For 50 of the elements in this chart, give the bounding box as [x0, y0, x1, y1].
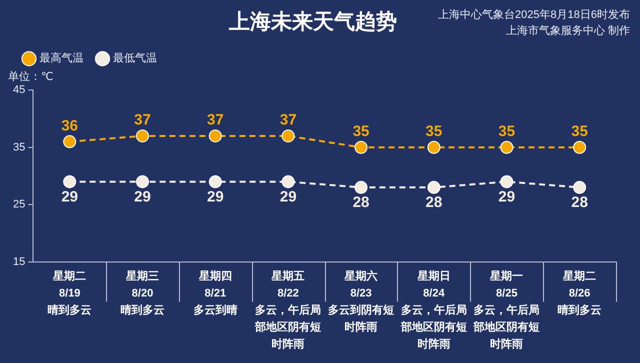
point [354, 180, 368, 194]
data-label: 36 [61, 117, 78, 134]
data-label: 35 [352, 123, 370, 140]
point [427, 180, 440, 194]
x-tick-label: 星期日 8/24 多云，午后局部地区阴有短时阵雨 [400, 269, 467, 351]
point [573, 140, 586, 154]
legend-label: 最高气温 [40, 52, 84, 65]
y-tick-label: 45 [12, 84, 26, 96]
x-tick-label: 星期五 8/22 多云，午后局部地区阴有短时阵雨 [254, 269, 322, 351]
x-tick-label: 星期二 8/19 晴到多云 [48, 269, 92, 316]
point [354, 140, 368, 154]
y-tick-label: 25 [12, 198, 26, 211]
x-tick-label: 星期一 8/25 多云，午后局部地区阴有短时阵雨 [472, 269, 540, 351]
text: 上海中心气象台2025年8月18日6时发布 [438, 8, 630, 21]
y-tick-label: 35 [12, 141, 26, 154]
legend-label: 最低气温 [113, 52, 157, 65]
text: 上海市气象服务中心 制作 [506, 24, 630, 37]
data-label: 35 [498, 123, 516, 140]
data-label: 35 [426, 123, 442, 140]
point [63, 135, 76, 148]
point [136, 175, 150, 188]
data-label: 29 [134, 188, 151, 206]
point [500, 175, 514, 188]
point [208, 175, 222, 188]
data-label: 28 [352, 194, 370, 212]
data-label: 37 [280, 112, 297, 129]
x-tick-label: 星期六 8/23 多云到阴有短时阵雨 [328, 269, 394, 334]
y-axis-title: 单位：℃ [8, 70, 54, 84]
y-tick-label: 15 [12, 256, 26, 268]
data-label: 37 [207, 112, 224, 129]
data-label: 29 [498, 188, 516, 206]
x-tick-label: 星期三 8/20 晴到多云 [120, 269, 165, 316]
data-label: 29 [280, 188, 297, 206]
data-label: 37 [134, 112, 151, 129]
point [427, 140, 440, 154]
chart-title: 上海未来天气趋势 [228, 10, 397, 34]
x-tick-label: 星期二 8/26 晴到多云 [558, 269, 602, 316]
point [208, 129, 222, 142]
point [573, 180, 586, 194]
data-label: 35 [571, 123, 588, 140]
point [500, 140, 514, 154]
point [63, 175, 76, 188]
data-label: 29 [61, 188, 78, 206]
data-label: 29 [207, 188, 224, 206]
point [282, 175, 295, 188]
point [282, 129, 295, 142]
data-label: 28 [571, 194, 588, 212]
point [136, 129, 150, 142]
x-tick-label: 星期四 8/21 多云到晴 [193, 269, 238, 316]
data-label: 28 [426, 194, 442, 212]
